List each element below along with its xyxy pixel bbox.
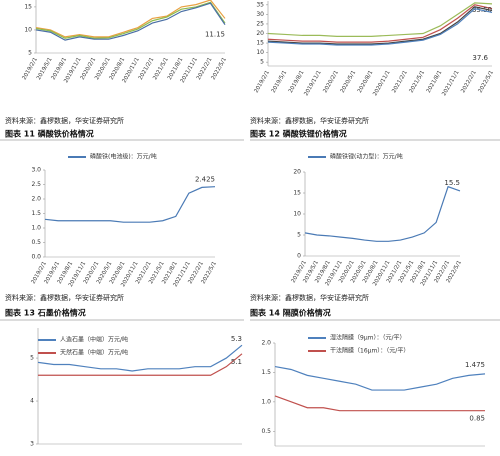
y-tick-label: 2.0 xyxy=(261,340,271,347)
x-tick-label: 2020/5/1 xyxy=(340,70,358,94)
legend-label: 湿法隔膜（9μm）：（元/平） xyxy=(330,334,406,342)
source: 资料来源：鑫椤数据，华安证券研究所 xyxy=(250,293,369,302)
y-tick-label: 3.0 xyxy=(31,167,41,174)
legend-label: 干法隔膜（16μm）：（元/平） xyxy=(330,347,409,355)
annotation: 37.6 xyxy=(472,54,488,62)
x-tick-label: 2019/8/1 xyxy=(288,70,306,94)
y-tick-label: 15 xyxy=(24,3,32,10)
y-tick-label: 1.5 xyxy=(31,210,41,217)
source: 资料来源：鑫椤数据，华安证券研究所 xyxy=(250,116,369,125)
x-tick-label: 2020/11/1 xyxy=(372,70,391,97)
y-tick-label: 10 xyxy=(256,49,264,56)
y-tick-label: 5 xyxy=(28,50,32,57)
y-tick-label: 5 xyxy=(260,59,264,66)
source: 资料来源：鑫椤数据，华安证券研究所 xyxy=(5,293,124,302)
y-tick-label: 2.5 xyxy=(31,181,41,188)
price-line xyxy=(44,186,216,223)
legend-label: 天然石墨（中端）万元/吨 xyxy=(60,349,128,357)
data-label: 2.425 xyxy=(195,176,215,184)
y-tick-label: 15 xyxy=(256,40,264,47)
y-tick-label: 20 xyxy=(256,30,264,37)
x-tick-label: 2021/2/1 xyxy=(391,70,409,94)
y-tick-label: 25 xyxy=(256,20,264,27)
source: 资料来源：鑫椤数据，华安证券研究所 xyxy=(5,116,124,125)
x-tick-label: 2022/5/1 xyxy=(477,70,495,94)
price-line xyxy=(38,353,243,376)
data-label: 1.475 xyxy=(465,361,485,369)
caption: 图表 11 磷酸铁价格情况 xyxy=(5,129,94,139)
price-line xyxy=(37,344,243,372)
price-line xyxy=(267,4,493,43)
x-tick-label: 2020/2/1 xyxy=(322,70,340,94)
y-tick-label: 1.0 xyxy=(31,225,41,232)
data-label: 5.1 xyxy=(231,358,242,366)
y-tick-label: 20 xyxy=(293,169,301,176)
x-tick-label: 2021/8/1 xyxy=(426,70,444,94)
y-tick-label: 3 xyxy=(30,441,34,448)
y-tick-label: 1.5 xyxy=(261,369,271,376)
y-tick-label: 35 xyxy=(256,1,264,8)
y-tick-label: 0.0 xyxy=(31,254,41,261)
price-line xyxy=(274,365,486,391)
x-tick-label: 2022/2/1 xyxy=(460,70,478,94)
caption: 图表 13 石墨价格情况 xyxy=(5,308,86,318)
data-label: 5.3 xyxy=(231,335,242,343)
y-tick-label: 30 xyxy=(256,11,264,18)
y-tick-label: 15 xyxy=(293,190,301,197)
legend-label: 磷酸铁(电池级)：万元/吨 xyxy=(90,153,157,161)
x-tick-label: 2021/5/1 xyxy=(409,70,427,94)
data-label: 15.5 xyxy=(444,179,460,187)
x-tick-label: 2022/5/1 xyxy=(210,57,228,81)
x-tick-label: 2019/5/1 xyxy=(271,70,289,94)
caption: 图表 12 磷酸铁锂价格情况 xyxy=(250,129,347,139)
price-line xyxy=(35,0,226,38)
price-line xyxy=(35,2,226,41)
price-line xyxy=(267,2,493,37)
y-tick-label: 0.5 xyxy=(31,239,41,246)
x-tick-label: 2021/11/1 xyxy=(441,70,460,97)
y-tick-label: 10 xyxy=(24,26,32,33)
y-tick-label: 2.0 xyxy=(31,196,41,203)
price-line xyxy=(274,395,485,412)
caption: 图表 14 隔膜价格情况 xyxy=(250,308,331,318)
y-tick-label: 1.0 xyxy=(261,398,271,405)
y-tick-label: 5 xyxy=(30,355,34,362)
legend-label: 磷酸铁锂(动力型)：万元/吨 xyxy=(330,153,403,161)
y-tick-label: 4 xyxy=(30,398,34,405)
data-label: 11.15 xyxy=(205,31,225,39)
y-tick-label: 0.5 xyxy=(261,428,271,435)
price-line xyxy=(35,1,226,39)
legend-label: 人造石墨（中端）万元/吨 xyxy=(60,336,128,344)
price-line xyxy=(304,185,461,242)
x-tick-label: 2020/8/1 xyxy=(357,70,375,94)
y-tick-label: 10 xyxy=(293,211,301,218)
x-tick-label: 2019/2/1 xyxy=(253,70,271,94)
price-line xyxy=(267,6,493,45)
price-line xyxy=(267,7,493,46)
y-tick-label: 0 xyxy=(297,253,301,260)
data-label: 0.85 xyxy=(469,415,485,423)
x-tick-label: 2019/11/1 xyxy=(303,70,322,97)
y-tick-label: 5 xyxy=(297,232,301,239)
